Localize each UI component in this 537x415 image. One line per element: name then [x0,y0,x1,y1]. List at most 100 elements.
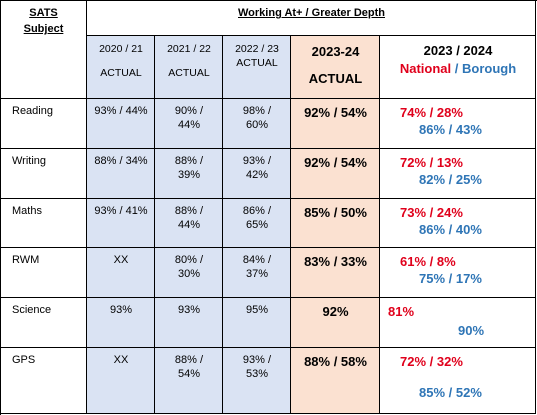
table-cell [291,348,380,414]
cell-borough: 86% / 43% [419,122,482,137]
cell-2020-21: XX [113,354,129,366]
cell-2023-24: 92% [322,304,349,319]
cell-2021-22-line1: 90% / [174,105,204,117]
table-cell [380,348,536,414]
cell-borough: 82% / 25% [419,172,482,187]
col-year-2020-21: 2020 / 21 [99,43,143,55]
cell-2023-24: 88% / 58% [304,354,367,369]
cell-2021-22-line1: 88% / [174,205,204,217]
cell-2022-23-line2: 60% [245,119,269,131]
col-label-2023-24: ACTUAL [308,71,363,86]
cell-national: 81% [388,304,415,319]
col-year-2021-22: 2021 / 22 [167,43,211,55]
table-cell [87,99,155,149]
table-cell [0,248,87,298]
table-cell [87,348,155,414]
table-cell [87,248,155,298]
cell-2021-22-line2: 44% [177,119,201,131]
row-subject: Reading [12,105,53,117]
table-cell [291,199,380,248]
cell-2021-22-line2: 44% [177,219,201,231]
col-year-2022-23: 2022 / 23 [235,43,279,55]
group-title-cell [87,0,536,36]
table-cell [87,298,155,348]
cell-national: 73% / 24% [400,205,463,220]
table-cell [380,298,536,348]
table-cell [0,199,87,248]
subject-header-cell [0,0,87,99]
cell-2022-23-line1: 86% / [242,205,272,217]
table-cell [0,298,87,348]
cell-2022-23-line2: 53% [245,368,269,380]
table-cell [155,149,223,199]
cell-2021-22-line1: 80% / [174,254,204,266]
table-cell [380,199,536,248]
cell-2021-22-line1: 88% / [174,354,204,366]
cell-2021-22-line2: 30% [177,268,201,280]
col-label-2020-21: ACTUAL [100,67,142,79]
table-cell [380,248,536,298]
cell-2022-23-line1: 95% [245,304,269,316]
cell-2023-24: 92% / 54% [304,105,367,120]
cell-2020-21: 93% / 41% [94,205,148,217]
cell-2022-23-line2: 42% [245,169,269,181]
col-label-national-borough: National / Borough [380,62,536,75]
table-cell [223,248,291,298]
cell-2021-22-line1: 93% [177,304,201,316]
table-cell [155,298,223,348]
cell-national: 74% / 28% [400,105,463,120]
table-cell [223,298,291,348]
label-separator: / [451,61,462,76]
subject-header-line1: SATS [29,7,58,19]
row-subject: Science [12,304,52,316]
table-cell [223,348,291,414]
col-header-2023-24 [291,36,380,99]
table-cell [155,99,223,149]
cell-borough: 75% / 17% [419,271,482,286]
cell-borough: 86% / 40% [419,222,482,237]
col-header-2021-22 [155,36,223,99]
cell-2022-23-line1: 84% / [242,254,272,266]
cell-borough: 85% / 52% [419,385,482,400]
table-cell [155,348,223,414]
row-subject: RWM [12,254,40,266]
row-subject: Writing [12,155,47,167]
table-cell [380,149,536,199]
cell-2020-21: 88% / 34% [94,155,148,167]
cell-2021-22-line2: 54% [177,368,201,380]
cell-national: 61% / 8% [400,254,456,269]
group-title: Working At+ / Greater Depth [238,7,385,19]
table-cell [0,99,87,149]
cell-2020-21: 93% / 44% [94,105,148,117]
national-label: National [399,61,452,76]
table-cell [291,99,380,149]
col-header-national-borough [380,36,536,99]
cell-2021-22-line1: 88% / [174,155,204,167]
table-cell [87,149,155,199]
table-cell [0,149,87,199]
cell-2022-23-line1: 98% / [242,105,272,117]
cell-2022-23-line1: 93% / [242,155,272,167]
cell-2023-24: 83% / 33% [304,254,367,269]
table-cell [155,199,223,248]
cell-2022-23-line2: 37% [245,268,269,280]
table-cell [223,99,291,149]
cell-2020-21: 93% [109,304,133,316]
table-cell [380,99,536,149]
col-year-2023-2024: 2023 / 2024 [423,43,493,58]
cell-2020-21: XX [113,254,129,266]
borough-label: Borough [461,61,517,76]
table-cell [155,248,223,298]
table-cell [223,199,291,248]
cell-borough: 90% [458,323,485,338]
cell-national: 72% / 32% [400,354,463,369]
col-label-2021-22: ACTUAL [168,67,210,79]
col-label-2022-23: ACTUAL [236,57,278,69]
table-cell [0,348,87,414]
cell-2022-23-line2: 65% [245,219,269,231]
cell-2023-24: 92% / 54% [304,155,367,170]
row-subject: GPS [12,354,36,366]
table-cell [223,149,291,199]
